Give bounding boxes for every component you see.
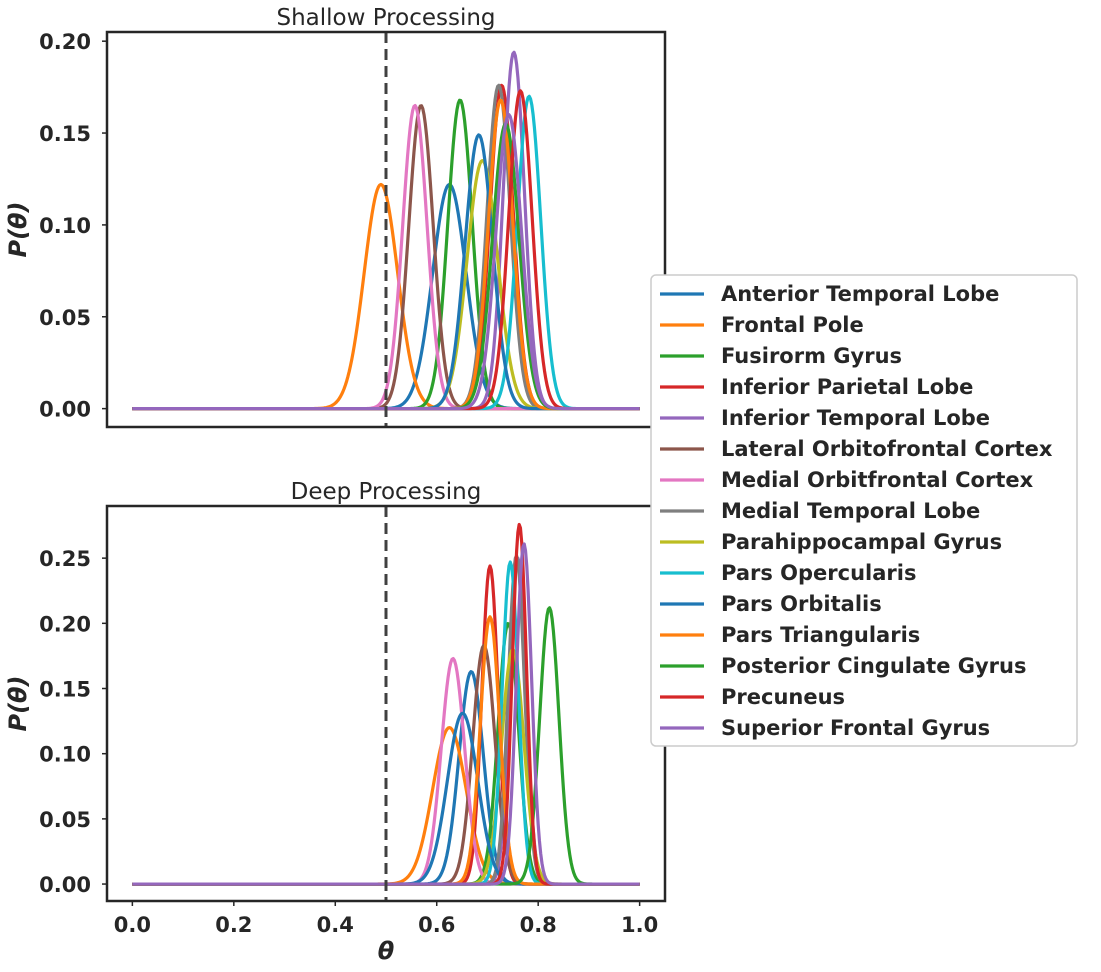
legend-entry-anterior-temporal-lobe: Anterior Temporal Lobe bbox=[721, 282, 999, 306]
legend: Anterior Temporal Lobe Frontal Pole Fusiro… bbox=[650, 274, 1078, 747]
legend-frame bbox=[650, 274, 1078, 747]
x-tick-label: 0.0 bbox=[114, 913, 151, 937]
legend-entry-frontal-pole: Frontal Pole bbox=[721, 313, 864, 337]
y-tick-label: 0.10 bbox=[39, 214, 91, 238]
y-tick-label: 0.00 bbox=[39, 398, 91, 422]
y-tick-label: 0.05 bbox=[39, 808, 91, 832]
legend-entry-parahippocampal-gyrus: Parahippocampal Gyrus bbox=[721, 530, 1002, 554]
legend-entry-superior-frontal-gyrus: Superior Frontal Gyrus bbox=[721, 716, 990, 740]
legend-entry-precuneus: Precuneus bbox=[721, 685, 845, 709]
legend-entry-pars-opercularis: Pars Opercularis bbox=[721, 561, 916, 585]
y-axis-label: P(θ) bbox=[4, 201, 32, 257]
x-axis-label: θ bbox=[378, 937, 395, 965]
x-tick-label: 0.6 bbox=[418, 913, 455, 937]
plot-frame bbox=[105, 30, 667, 429]
legend-entry-pars-orbitalis: Pars Orbitalis bbox=[721, 592, 882, 616]
y-tick-label: 0.15 bbox=[39, 122, 91, 146]
y-tick-label: 0.15 bbox=[39, 678, 91, 702]
legend-entry-medial-temporal-lobe: Medial Temporal Lobe bbox=[721, 499, 980, 523]
y-tick-label: 0.00 bbox=[39, 873, 91, 897]
legend-entry-fusirorm-gyrus: Fusirorm Gyrus bbox=[721, 344, 902, 368]
y-tick-label: 0.05 bbox=[39, 306, 91, 330]
y-tick-label: 0.20 bbox=[39, 30, 91, 54]
legend-entry-posterior-cingulate-gyrus: Posterior Cingulate Gyrus bbox=[721, 654, 1026, 678]
x-tick-label: 0.2 bbox=[215, 913, 252, 937]
panel-title: Shallow Processing bbox=[276, 5, 495, 31]
panel-title: Deep Processing bbox=[291, 479, 482, 505]
legend-entry-pars-triangularis: Pars Triangularis bbox=[721, 623, 920, 647]
x-tick-label: 1.0 bbox=[621, 913, 658, 937]
x-tick-label: 0.4 bbox=[317, 913, 354, 937]
legend-entry-inferior-temporal-lobe: Inferior Temporal Lobe bbox=[721, 406, 990, 430]
legend-entry-inferior-parietal-lobe: Inferior Parietal Lobe bbox=[721, 375, 973, 399]
y-tick-label: 0.20 bbox=[39, 612, 91, 636]
y-tick-label: 0.25 bbox=[39, 547, 91, 571]
legend-entry-lateral-orbitofrontal-cortex: Lateral Orbitofrontal Cortex bbox=[721, 437, 1053, 461]
deep-processing-panel: Deep Processing 0.00 0.05 0.10 0.15 0.20 0.25 0… bbox=[4, 479, 667, 965]
x-tick-label: 0.8 bbox=[520, 913, 557, 937]
legend-entry-medial-orbitfrontal-cortex: Medial Orbitfrontal Cortex bbox=[721, 468, 1034, 492]
y-tick-label: 0.10 bbox=[39, 743, 91, 767]
shallow-processing-panel: Shallow Processing 0.00 0.05 0.10 0.15 0.20 P(… bbox=[4, 5, 667, 429]
y-axis-label: P(θ) bbox=[4, 675, 32, 731]
